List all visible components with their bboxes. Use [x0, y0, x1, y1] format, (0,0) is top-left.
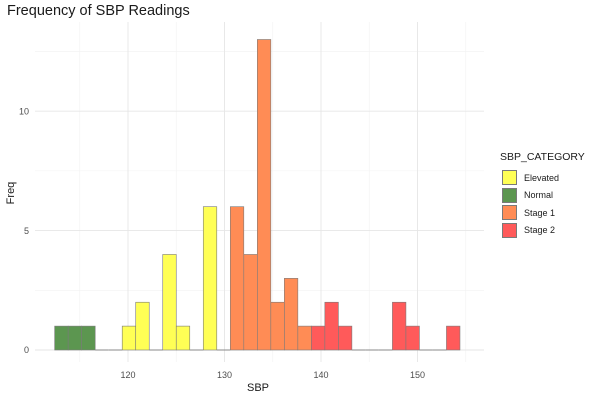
histogram-bar	[297, 325, 312, 351]
x-tick-label: 120	[120, 370, 135, 380]
legend-label: Stage 1	[524, 207, 556, 218]
legend-label: Stage 2	[524, 225, 556, 236]
legend-swatch	[502, 222, 517, 238]
x-tick-label: 130	[217, 370, 232, 380]
histogram-bar	[243, 254, 258, 351]
x-tick-label: 150	[410, 370, 425, 380]
histogram-bar	[216, 349, 231, 351]
histogram-bar	[67, 325, 82, 351]
histogram-bar	[257, 39, 272, 351]
y-tick-label: 10	[19, 106, 29, 116]
histogram-bar	[324, 301, 339, 351]
histogram-bar	[162, 254, 177, 351]
legend-item: Normal	[502, 187, 585, 205]
histogram-bar	[121, 325, 137, 351]
y-axis-label: Freq	[5, 182, 17, 205]
histogram-bar	[365, 349, 379, 351]
legend-label: Normal	[524, 190, 554, 201]
histogram-bar	[270, 301, 285, 351]
histogram-bar	[338, 325, 353, 351]
legend-swatch	[502, 170, 517, 186]
histogram-bar	[54, 325, 69, 351]
histogram-bar	[175, 325, 191, 351]
histogram-bar	[311, 325, 326, 351]
histogram-bar	[446, 325, 461, 351]
histogram-bar	[405, 325, 420, 351]
x-axis-label: SBP	[247, 382, 269, 394]
x-tick-label: 140	[313, 370, 328, 380]
histogram-bar	[284, 278, 299, 351]
histogram-bar	[189, 349, 204, 351]
legend: SBP_CATEGORY Elevated Normal Stage 1 Stage …	[500, 151, 585, 239]
legend-item: Stage 1	[502, 204, 585, 222]
histogram-bar	[135, 301, 150, 351]
y-tick-label: 5	[24, 226, 29, 236]
histogram-bars	[54, 39, 461, 351]
axis-tick-labels: 120 130 140 150 0 5 10	[19, 106, 425, 380]
histogram-bar	[378, 349, 393, 351]
histogram-bar	[432, 349, 447, 351]
legend-swatch	[502, 205, 517, 221]
chart-title: Frequency of SBP Readings	[7, 3, 190, 19]
histogram-bar	[95, 349, 109, 351]
histogram-bar	[419, 349, 433, 351]
histogram-bar	[392, 301, 407, 351]
legend-swatch	[502, 187, 517, 203]
histogram-bar	[81, 325, 96, 351]
legend-item: Elevated	[502, 169, 585, 187]
legend-items: Elevated Normal Stage 1 Stage 2	[502, 169, 585, 239]
y-tick-label: 0	[24, 345, 29, 355]
histogram-bar	[202, 206, 218, 351]
histogram-bar	[229, 206, 245, 351]
histogram-bar	[351, 349, 366, 351]
legend-title: SBP_CATEGORY	[500, 151, 585, 163]
histogram-bar	[108, 349, 123, 351]
legend-label: Elevated	[524, 172, 560, 183]
legend-item: Stage 2	[502, 222, 585, 240]
histogram-bar	[149, 349, 163, 351]
